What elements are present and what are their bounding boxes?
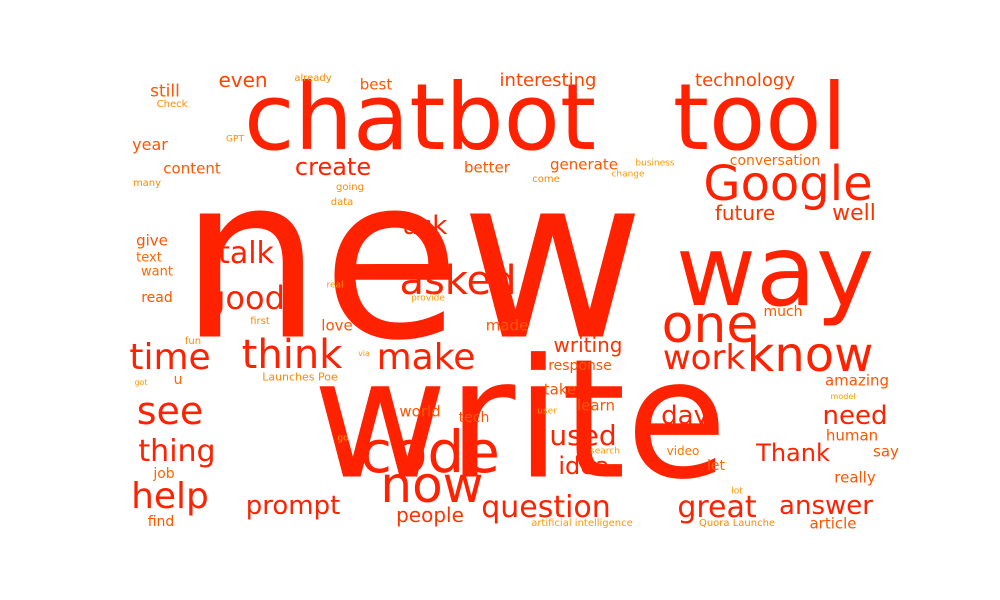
word-writing: writing	[553, 333, 623, 357]
word-response: response	[548, 358, 612, 374]
word-find: find	[147, 514, 175, 530]
word-ask: ask	[402, 211, 448, 241]
word-text: text	[136, 250, 162, 266]
word-got: got	[134, 378, 148, 387]
word-really: really	[834, 468, 876, 487]
word-way: way	[675, 215, 875, 329]
word-technology: technology	[695, 70, 795, 91]
word-answer: answer	[779, 491, 873, 521]
word-prompt: prompt	[245, 491, 341, 521]
word-via: via	[358, 349, 370, 358]
word-change: change	[611, 169, 645, 180]
word-love: love	[321, 316, 353, 335]
word-say: say	[873, 442, 899, 461]
word-check: Check	[156, 99, 188, 110]
word-think: think	[241, 332, 343, 378]
word-conversation: conversation	[729, 153, 821, 169]
word-u: u	[173, 372, 183, 388]
word-even: even	[218, 68, 268, 92]
word-new: new	[179, 128, 645, 391]
word-still: still	[150, 81, 180, 102]
word-thing: thing	[138, 434, 216, 469]
word-know: know	[746, 327, 874, 383]
word-code: code	[360, 418, 500, 486]
word-idea: idea	[558, 452, 610, 480]
word-quora-launche: Quora Launche	[698, 518, 776, 529]
word-tech: tech	[458, 410, 490, 426]
word-artificial-intelligence: artificial intelligence	[531, 518, 633, 529]
word-day: day	[661, 401, 709, 431]
word-want: want	[141, 264, 173, 280]
word-thank: Thank	[756, 439, 830, 467]
word-business: business	[635, 158, 675, 169]
word-take: take	[543, 380, 577, 399]
word-data: data	[330, 197, 354, 208]
word-now: now	[380, 456, 484, 514]
word-well: well	[832, 201, 876, 226]
word-generate: generate	[550, 155, 618, 174]
word-need: need	[822, 401, 888, 431]
word-best: best	[359, 75, 393, 94]
word-google: Google	[703, 156, 873, 212]
word-read: read	[141, 290, 173, 306]
word-give: give	[136, 231, 168, 250]
word-launches-poe: Launches Poe	[262, 370, 338, 384]
word-content: content	[163, 159, 221, 178]
word-people: people	[396, 503, 464, 527]
word-much: much	[763, 304, 803, 320]
word-year: year	[132, 135, 168, 154]
word-amazing: amazing	[824, 371, 890, 390]
word-user: user	[537, 406, 557, 417]
word-search: search	[590, 446, 620, 457]
word-video: video	[666, 444, 700, 458]
word-good: good	[205, 279, 285, 317]
word-human: human	[825, 426, 879, 445]
word-article: article	[809, 514, 857, 533]
word-provide: provide	[411, 293, 445, 304]
word-help: help	[131, 476, 209, 517]
word-write: write	[312, 323, 728, 516]
word-asked: asked	[399, 258, 517, 304]
word-chatbot: chatbot	[243, 64, 597, 171]
word-great: great	[677, 490, 757, 525]
word-come: come	[532, 174, 560, 185]
word-see: see	[136, 389, 204, 433]
word-tool: tool	[672, 64, 848, 171]
word-world: world	[399, 402, 441, 421]
word-time: time	[129, 337, 211, 378]
word-fun: fun	[184, 336, 202, 347]
word-better: better	[464, 158, 510, 177]
word-one: one	[661, 295, 759, 355]
word-talk: talk	[218, 236, 274, 271]
word-made: made	[485, 316, 529, 335]
word-future: future	[714, 201, 776, 225]
word-real: real	[326, 280, 344, 291]
word-learn: learn	[577, 396, 615, 415]
word-job: job	[153, 466, 175, 482]
word-work: work	[662, 338, 746, 378]
word-question: question	[481, 490, 611, 525]
word-already: already	[294, 73, 332, 84]
word-let: let	[707, 458, 725, 474]
word-go: go	[337, 433, 349, 444]
word-going: going	[336, 182, 364, 193]
word-make: make	[376, 337, 476, 378]
word-lot: lot	[731, 486, 743, 497]
word-many: many	[132, 178, 162, 189]
word-used: used	[549, 419, 617, 452]
word-gpt: GPT	[226, 134, 244, 145]
word-model: model	[830, 392, 856, 401]
word-create: create	[294, 153, 372, 181]
word-interesting: interesting	[499, 70, 597, 91]
word-first: first	[250, 316, 270, 327]
